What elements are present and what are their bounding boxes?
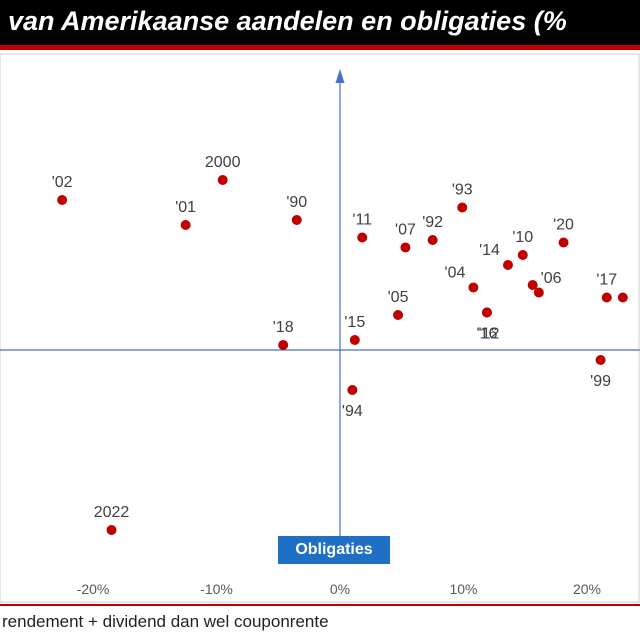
point-label: '92 bbox=[422, 214, 443, 231]
data-point bbox=[502, 260, 513, 270]
point-label: '06 bbox=[541, 270, 562, 287]
point-label: '14 bbox=[479, 242, 500, 259]
point-label: 2000 bbox=[205, 154, 241, 171]
x-axis-label-badge: Obligaties bbox=[278, 536, 390, 564]
point-label: '99 bbox=[590, 373, 611, 390]
point-label: '12 bbox=[479, 326, 500, 343]
data-point bbox=[517, 250, 528, 260]
data-point bbox=[595, 355, 606, 365]
point-label: '93 bbox=[452, 182, 473, 199]
point-label: '90 bbox=[286, 194, 307, 211]
point-label: '11 bbox=[352, 212, 372, 229]
title-bar: van Amerikaanse aandelen en obligaties (… bbox=[0, 0, 640, 50]
point-label: '16 bbox=[477, 326, 498, 343]
chart-title: van Amerikaanse aandelen en obligaties (… bbox=[8, 6, 567, 36]
point-label: '94 bbox=[342, 403, 363, 420]
point-label: '17 bbox=[596, 272, 617, 289]
footer-divider bbox=[0, 604, 640, 606]
point-label: '07 bbox=[395, 222, 416, 239]
data-point bbox=[617, 292, 628, 303]
plot-area-border bbox=[0, 53, 640, 603]
point-label: '01 bbox=[175, 199, 196, 216]
data-point bbox=[180, 220, 191, 230]
data-point bbox=[357, 232, 368, 243]
data-point bbox=[278, 340, 289, 350]
x-tick-label: -20% bbox=[77, 581, 110, 597]
data-point bbox=[106, 525, 117, 535]
data-point bbox=[349, 335, 360, 345]
data-point bbox=[427, 235, 438, 245]
x-tick-label: 20% bbox=[573, 581, 601, 597]
data-point bbox=[347, 385, 358, 395]
data-point bbox=[558, 237, 569, 248]
data-point bbox=[217, 175, 228, 185]
point-label: '10 bbox=[512, 229, 533, 246]
x-tick-label: 10% bbox=[449, 581, 477, 597]
data-point bbox=[291, 215, 302, 225]
point-label: '04 bbox=[445, 265, 466, 282]
data-point bbox=[400, 242, 411, 253]
point-label: '20 bbox=[553, 217, 574, 234]
x-tick-labels: -20% -10% 0% 10% 20% bbox=[77, 581, 601, 597]
point-label: '18 bbox=[273, 319, 294, 336]
point-label: '15 bbox=[344, 314, 365, 331]
point-labels: '02 2000 '01 '90 '11 '07 '92 '93 '10 '20 '14 '04 '06… bbox=[52, 154, 618, 521]
data-point bbox=[601, 292, 612, 303]
data-point bbox=[57, 195, 68, 205]
point-label: '05 bbox=[388, 289, 409, 306]
footnote: rendement + dividend dan wel couponrente bbox=[2, 612, 329, 631]
data-point bbox=[468, 282, 479, 293]
y-axis-arrow bbox=[335, 69, 345, 83]
point-label: 2022 bbox=[94, 504, 130, 521]
point-label: '02 bbox=[52, 174, 73, 191]
data-points bbox=[57, 175, 628, 535]
data-point bbox=[527, 280, 538, 290]
x-tick-label: 0% bbox=[330, 581, 350, 597]
data-point bbox=[393, 310, 404, 320]
x-tick-label: -10% bbox=[200, 581, 233, 597]
data-point bbox=[481, 307, 492, 318]
data-point bbox=[533, 287, 544, 298]
data-point bbox=[457, 202, 468, 213]
